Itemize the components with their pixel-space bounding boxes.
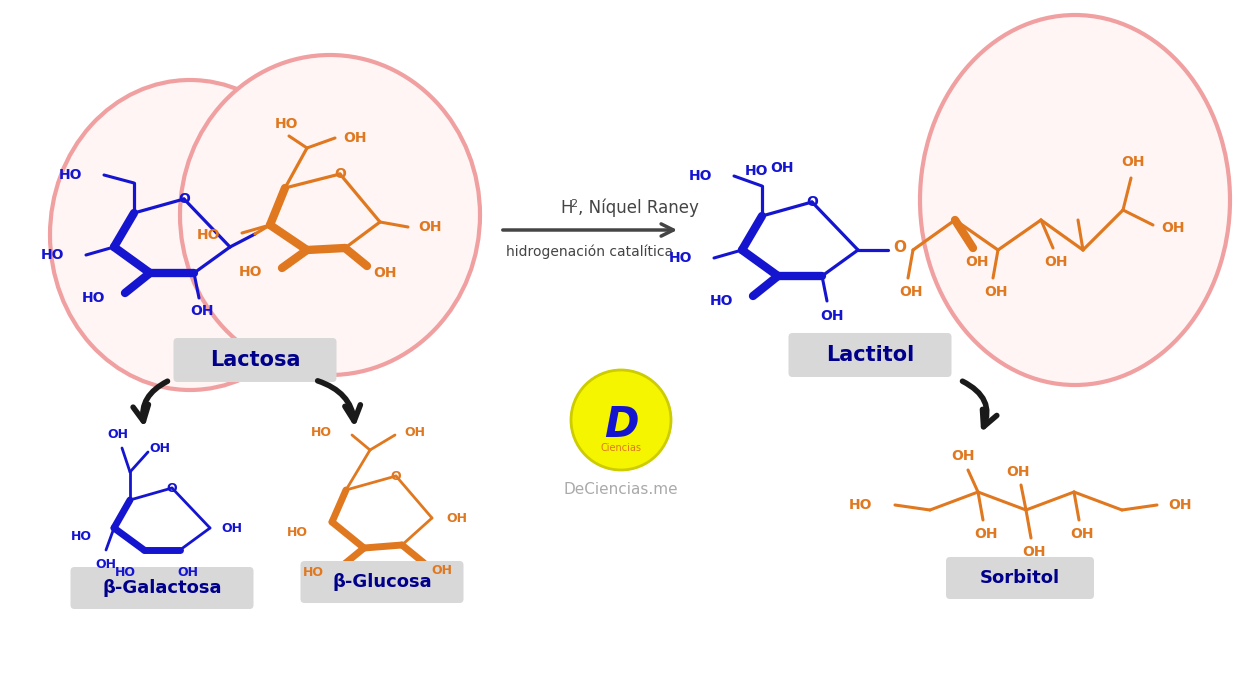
- Text: HO: HO: [116, 566, 137, 579]
- FancyBboxPatch shape: [301, 561, 463, 603]
- Text: OH: OH: [1045, 255, 1068, 269]
- Text: OH: OH: [1022, 545, 1046, 559]
- Text: hidrogenación catalítica: hidrogenación catalítica: [507, 244, 673, 259]
- Text: HO: HO: [668, 251, 692, 265]
- Text: HO: HO: [310, 426, 332, 439]
- Text: OH: OH: [1006, 465, 1030, 479]
- Text: , Níquel Raney: , Níquel Raney: [578, 199, 699, 217]
- FancyBboxPatch shape: [71, 567, 253, 609]
- FancyBboxPatch shape: [15, 15, 1227, 664]
- FancyBboxPatch shape: [174, 338, 337, 382]
- Text: OH: OH: [951, 449, 975, 463]
- Text: HO: HO: [58, 168, 82, 182]
- Text: OH: OH: [405, 426, 426, 439]
- Text: OH: OH: [1169, 498, 1192, 512]
- Text: OH: OH: [984, 285, 1007, 299]
- FancyBboxPatch shape: [789, 333, 951, 377]
- Text: O: O: [178, 192, 190, 206]
- Text: OH: OH: [974, 527, 997, 541]
- Text: Lactosa: Lactosa: [210, 350, 301, 370]
- Text: DeCiencias.me: DeCiencias.me: [564, 483, 678, 498]
- Text: HO: HO: [238, 265, 262, 279]
- Text: OH: OH: [343, 131, 366, 145]
- Text: HO: HO: [688, 169, 712, 183]
- Ellipse shape: [180, 55, 479, 375]
- Circle shape: [571, 370, 671, 470]
- Text: HO: HO: [196, 228, 220, 242]
- Text: OH: OH: [965, 255, 989, 269]
- Text: HO: HO: [71, 530, 92, 543]
- Text: O: O: [334, 167, 347, 181]
- Text: H: H: [560, 199, 573, 217]
- Text: HO: HO: [287, 526, 308, 538]
- Text: β-Glucosa: β-Glucosa: [332, 573, 432, 591]
- Text: OH: OH: [899, 285, 923, 299]
- Text: OH: OH: [431, 564, 452, 576]
- Text: OH: OH: [374, 266, 396, 280]
- Text: D: D: [604, 404, 638, 446]
- Text: OH: OH: [96, 557, 117, 570]
- Text: HO: HO: [709, 294, 733, 308]
- Text: OH: OH: [221, 521, 242, 534]
- Text: OH: OH: [178, 566, 199, 579]
- Text: HO: HO: [82, 291, 106, 305]
- FancyBboxPatch shape: [946, 557, 1094, 599]
- Text: OH: OH: [770, 161, 794, 175]
- Text: HO: HO: [41, 248, 65, 262]
- Text: HO: HO: [276, 117, 299, 131]
- Ellipse shape: [920, 15, 1230, 385]
- Text: O: O: [391, 469, 401, 483]
- Text: OH: OH: [447, 511, 467, 524]
- Text: Sorbitol: Sorbitol: [980, 569, 1061, 587]
- Text: HO: HO: [848, 498, 872, 512]
- Text: OH: OH: [419, 220, 442, 234]
- Text: OH: OH: [1122, 155, 1145, 169]
- Text: Ciencias: Ciencias: [600, 443, 642, 453]
- Text: OH: OH: [820, 309, 843, 323]
- Text: O: O: [806, 195, 818, 209]
- Text: OH: OH: [108, 428, 128, 441]
- Text: Lactitol: Lactitol: [826, 345, 914, 365]
- Text: 2: 2: [570, 199, 578, 209]
- Text: OH: OH: [149, 441, 170, 454]
- Text: O: O: [893, 240, 907, 255]
- Text: OH: OH: [1071, 527, 1094, 541]
- Text: HO: HO: [303, 566, 324, 579]
- Text: OH: OH: [1161, 221, 1185, 235]
- Ellipse shape: [50, 80, 330, 390]
- Text: O: O: [166, 481, 178, 494]
- Text: HO: HO: [745, 164, 769, 178]
- Text: OH: OH: [190, 304, 214, 318]
- Text: β-Galactosa: β-Galactosa: [102, 579, 222, 597]
